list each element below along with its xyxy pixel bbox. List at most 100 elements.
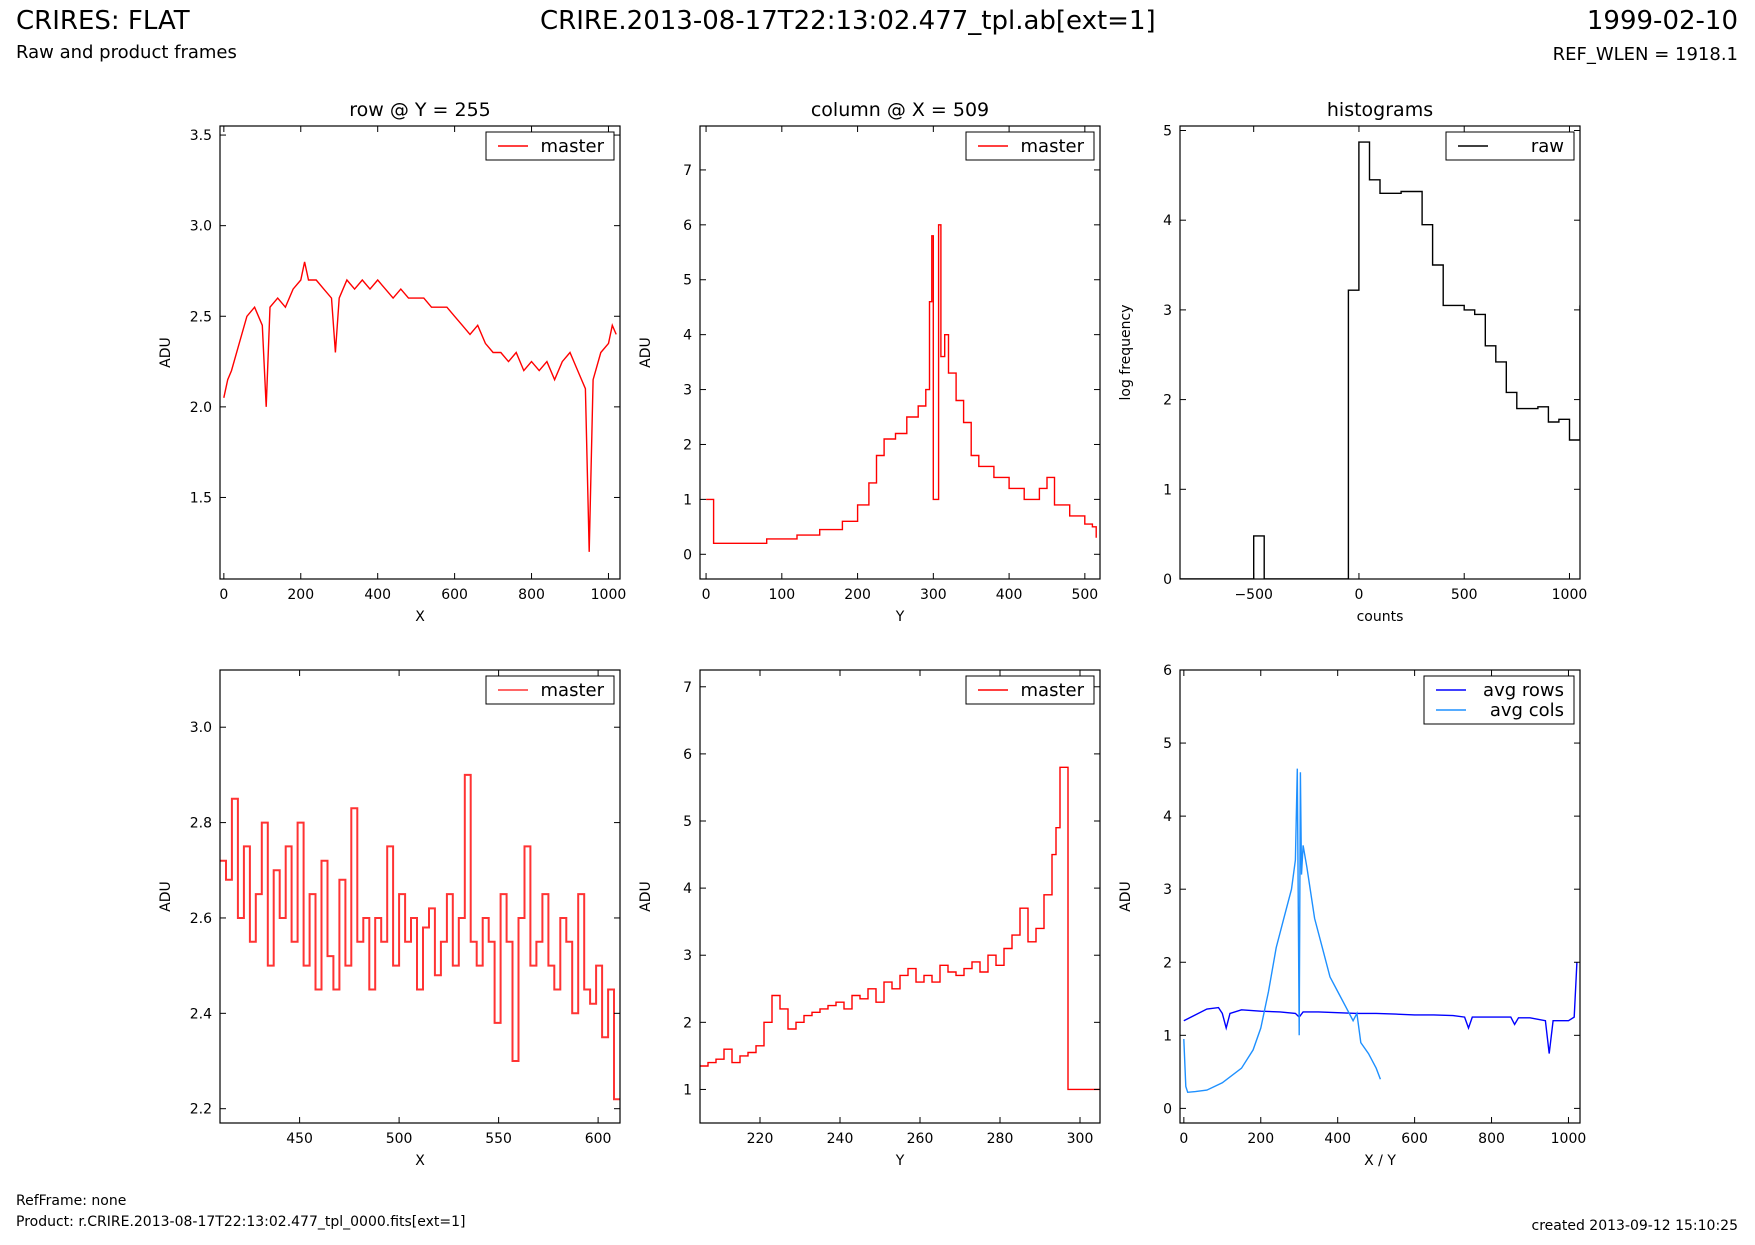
- x-tick-label: 300: [1067, 1131, 1094, 1147]
- legend-label-avg-rows: avg rows: [1483, 680, 1564, 701]
- y-tick-label: 3: [683, 948, 692, 964]
- axes-frame-row: [219, 125, 621, 580]
- x-tick-label: 400: [1324, 1131, 1351, 1147]
- y-tick-label: 2: [683, 437, 692, 453]
- x-tick-label: 600: [441, 587, 468, 603]
- x-tick-label: 450: [286, 1131, 313, 1147]
- ref-wlen-label: REF_WLEN = 1918.1: [1552, 44, 1738, 65]
- y-tick-label: 4: [683, 328, 692, 344]
- x-tick-label: 800: [1478, 1131, 1505, 1147]
- legend-hist: raw: [1445, 131, 1575, 161]
- y-tick-label: 3.0: [190, 219, 212, 235]
- x-axis-label-hist: counts: [1357, 609, 1404, 625]
- axes-frame-avg: [1179, 669, 1581, 1124]
- axes-frame-row_zoom: [219, 669, 621, 1124]
- y-tick-label: 4: [683, 881, 692, 897]
- y-tick-label: 0: [1163, 572, 1172, 588]
- chart-column: 0 100 200 300 400 500 0 1 2 3 4 5 6 7 column @ X = 509…: [638, 99, 1101, 625]
- y-tick-label: 3: [1163, 303, 1172, 319]
- y-tick-label: 1.5: [190, 490, 212, 506]
- series-line-hist-raw: [1180, 141, 1580, 579]
- chart-hist: −500 0 500 1000 0 1 2 3 4 5 histograms counts log fr…: [1118, 99, 1587, 625]
- chart-title-row: row @ Y = 255: [349, 99, 491, 121]
- x-tick-label: 1000: [1551, 1131, 1587, 1147]
- y-axis-label-row: ADU: [158, 337, 174, 368]
- x-axis-label-avg: X / Y: [1364, 1153, 1396, 1169]
- legend-row_zoom: master: [485, 675, 615, 705]
- y-tick-label: 2.0: [190, 400, 212, 416]
- file-title: CRIRE.2013-08-17T22:13:02.477_tpl.ab[ext…: [540, 6, 1156, 36]
- x-tick-label: 0: [219, 587, 228, 603]
- x-tick-label: 200: [844, 587, 871, 603]
- y-tick-label: 1: [1163, 1028, 1172, 1044]
- x-axis-label-row_zoom: X: [415, 1153, 425, 1169]
- y-tick-label: 1: [683, 1082, 692, 1098]
- chart-title-column: column @ X = 509: [811, 99, 989, 121]
- axes-frame-column: [699, 125, 1101, 580]
- x-axis-label-column_zoom: Y: [895, 1153, 905, 1169]
- chart-column_zoom: 220 240 260 280 300 1 2 3 4 5 6 7 Y ADU master: [638, 669, 1101, 1169]
- series-line-column_zoom-master: [700, 766, 1100, 1091]
- y-axis-label-row_zoom: ADU: [158, 881, 174, 912]
- y-tick-label: 0: [683, 547, 692, 563]
- y-tick-label: 2: [1163, 393, 1172, 409]
- chart-title-hist: histograms: [1327, 99, 1433, 121]
- y-tick-label: 2: [683, 1015, 692, 1031]
- product-label: Product: r.CRIRE.2013-08-17T22:13:02.477…: [16, 1214, 466, 1230]
- y-tick-label: 7: [683, 163, 692, 179]
- series-line-avg-avg-rows: [1183, 962, 1578, 1054]
- x-tick-label: 200: [1247, 1131, 1274, 1147]
- chart-avg: 0 200 400 600 800 1000 0 1 2 3 4 5 6 X / Y ADU avg rows…: [1118, 663, 1586, 1169]
- x-axis-label-column: Y: [895, 609, 905, 625]
- legend-label-raw: raw: [1531, 136, 1564, 157]
- x-tick-label: 100: [768, 587, 795, 603]
- y-tick-label: 3: [1163, 882, 1172, 898]
- legend-label-avg-cols: avg cols: [1490, 700, 1564, 721]
- legend-column_zoom: master: [965, 675, 1095, 705]
- x-tick-label: 1000: [591, 587, 627, 603]
- y-tick-label: 6: [683, 747, 692, 763]
- y-tick-label: 6: [1163, 663, 1172, 679]
- x-tick-label: 0: [1179, 1131, 1188, 1147]
- y-tick-label: 2.2: [190, 1102, 212, 1118]
- chart-row: 0 200 400 600 800 1000 1.5 2.0 2.5 3.0 3.5 row @ Y …: [158, 99, 626, 625]
- x-tick-label: 280: [987, 1131, 1014, 1147]
- y-tick-label: 4: [1163, 213, 1172, 229]
- x-tick-label: 200: [287, 587, 314, 603]
- legend-row: master: [485, 131, 615, 161]
- legend-label-master: master: [1021, 136, 1085, 157]
- x-tick-label: 550: [485, 1131, 512, 1147]
- y-tick-label: 3.0: [190, 720, 212, 736]
- y-tick-label: 5: [1163, 123, 1172, 139]
- y-axis-label-column: ADU: [638, 337, 654, 368]
- series-line-avg-avg-cols: [1183, 768, 1382, 1094]
- figure-title: CRIRES: FLAT: [16, 6, 190, 36]
- axes-frame-column_zoom: [699, 669, 1101, 1124]
- y-tick-label: 5: [1163, 736, 1172, 752]
- legend-column: master: [965, 131, 1095, 161]
- y-axis-label-hist: log frequency: [1118, 304, 1134, 400]
- x-tick-label: 300: [920, 587, 947, 603]
- legend-label-master: master: [541, 680, 605, 701]
- x-tick-label: −500: [1234, 587, 1272, 603]
- x-tick-label: 0: [702, 587, 711, 603]
- y-tick-label: 1: [1163, 482, 1172, 498]
- y-tick-label: 2: [1163, 955, 1172, 971]
- x-tick-label: 400: [996, 587, 1023, 603]
- series-line-column-master: [706, 224, 1097, 544]
- figure-subtitle: Raw and product frames: [16, 42, 237, 63]
- x-tick-label: 800: [518, 587, 545, 603]
- y-axis-label-column_zoom: ADU: [638, 881, 654, 912]
- y-tick-label: 3.5: [190, 128, 212, 144]
- x-tick-label: 220: [747, 1131, 774, 1147]
- y-tick-label: 2.6: [190, 911, 212, 927]
- chart-row_zoom: 450 500 550 600 2.2 2.4 2.6 2.8 3.0 X ADU master: [158, 669, 621, 1169]
- axes-frame-hist: [1179, 125, 1581, 580]
- legend-box: [1423, 675, 1575, 725]
- date-label: 1999-02-10: [1586, 6, 1738, 36]
- x-tick-label: 600: [1401, 1131, 1428, 1147]
- x-tick-label: 500: [1071, 587, 1098, 603]
- y-axis-label-avg: ADU: [1118, 881, 1134, 912]
- x-tick-label: 240: [827, 1131, 854, 1147]
